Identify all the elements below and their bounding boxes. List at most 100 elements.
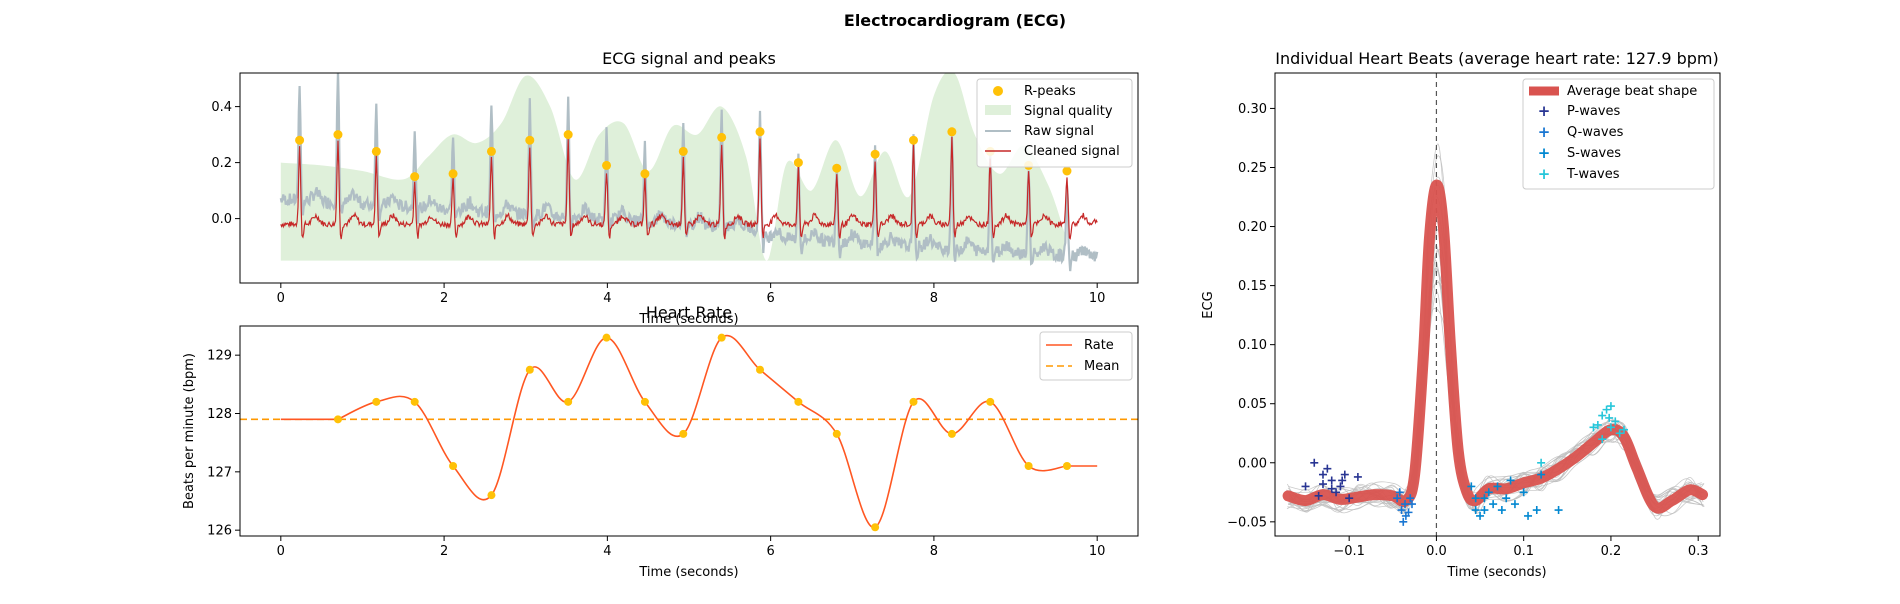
legend-q-label: Q-waves xyxy=(1567,125,1624,140)
beat-y-ticks: −0.05 0.00 0.05 0.10 0.15 0.20 0.25 0.30 xyxy=(1227,102,1275,530)
hr-y-tick-label: 126 xyxy=(207,524,232,539)
s-wave-marker xyxy=(1497,506,1506,515)
rate-point xyxy=(756,365,765,374)
r-peak-point xyxy=(755,127,765,137)
s-wave-marker xyxy=(1524,511,1533,520)
rate-point xyxy=(986,397,995,406)
t-wave-marker xyxy=(1598,411,1607,420)
r-peak-point xyxy=(640,169,650,179)
rate-line xyxy=(280,334,1098,529)
hr-y-tick-label: 128 xyxy=(207,407,232,422)
legend-rpeaks-marker xyxy=(993,86,1003,96)
s-wave-marker xyxy=(1519,488,1528,497)
s-wave-marker xyxy=(1467,482,1476,491)
ecg-y-ticks: 0.0 0.2 0.4 xyxy=(211,100,240,227)
rate-point xyxy=(449,462,458,470)
p-wave-marker xyxy=(1318,480,1327,489)
p-wave-marker xyxy=(1332,488,1341,497)
r-peak-point xyxy=(525,135,535,145)
r-peak-point xyxy=(1062,166,1072,176)
rate-point xyxy=(333,415,342,424)
q-wave-marker xyxy=(1407,500,1416,509)
beat-y-tick-label: 0.15 xyxy=(1238,279,1267,294)
ecg-x-axis-title: Time (seconds) xyxy=(638,312,738,327)
rate-point xyxy=(487,491,496,500)
legend-average-label: Average beat shape xyxy=(1567,84,1697,99)
t-wave-marker xyxy=(1606,423,1615,432)
beat-x-ticks: −0.1 0.0 0.1 0.2 0.3 xyxy=(1333,536,1709,559)
heart-beats-panel: Individual Heart Beats (average heart ra… xyxy=(1201,49,1721,580)
beat-y-tick-label: 0.25 xyxy=(1238,161,1267,176)
hr-x-axis-title: Time (seconds) xyxy=(638,565,738,580)
average-beat-line xyxy=(1282,179,1709,514)
beat-legend-box xyxy=(1522,78,1715,190)
hr-y-tick-label: 129 xyxy=(207,349,232,364)
hr-y-axis-title: Beats per minute (bpm) xyxy=(182,353,197,509)
beat-y-tick-label: 0.00 xyxy=(1238,456,1267,471)
ecg-y-tick-label: 0.2 xyxy=(211,156,232,171)
legend-quality-label: Signal quality xyxy=(1024,104,1113,119)
hr-x-tick-label: 4 xyxy=(603,544,611,559)
p-wave-marker xyxy=(1345,494,1354,503)
t-wave-marker xyxy=(1606,402,1615,411)
q-wave-marker xyxy=(1404,508,1413,517)
heart-rate-panel: Heart Rate 0 2 4 6 8 10 126 127 128 129 Time (se… xyxy=(182,303,1139,580)
ecg-x-tick-label: 0 xyxy=(277,291,285,306)
p-wave-marker xyxy=(1340,470,1349,479)
ecg-signal-panel: ECG signal and peaks 0 2 4 6 8 10 0.0 0.2 0.4 T… xyxy=(211,49,1139,327)
p-wave-marker xyxy=(1314,491,1323,500)
r-peak-point xyxy=(832,163,842,173)
r-peak-point xyxy=(448,169,458,179)
s-wave-marker xyxy=(1510,500,1519,509)
t-wave-marker xyxy=(1602,405,1611,414)
q-wave-marker xyxy=(1401,500,1410,509)
legend-raw-label: Raw signal xyxy=(1024,124,1094,139)
rate-point xyxy=(871,523,880,532)
hr-x-tick-label: 8 xyxy=(930,544,938,559)
r-peak-point xyxy=(717,132,727,142)
beat-x-tick-label: 0.3 xyxy=(1688,544,1709,559)
beat-panel-title: Individual Heart Beats (average heart ra… xyxy=(1275,49,1719,68)
rate-point xyxy=(410,397,419,406)
beat-y-tick-label: 0.20 xyxy=(1238,220,1267,235)
t-wave-markers xyxy=(1537,402,1629,467)
hr-x-tick-label: 2 xyxy=(440,544,448,559)
q-wave-marker xyxy=(1406,494,1415,503)
t-wave-marker xyxy=(1537,458,1546,467)
s-wave-marker xyxy=(1506,476,1515,485)
legend-t-label: T-waves xyxy=(1566,167,1620,182)
beat-y-tick-label: 0.05 xyxy=(1238,397,1267,412)
r-peak-point xyxy=(947,127,957,137)
beat-x-tick-label: 0.2 xyxy=(1601,544,1622,559)
rate-point xyxy=(909,397,918,406)
q-wave-marker xyxy=(1393,494,1402,503)
rate-points xyxy=(333,333,1071,532)
s-wave-marker xyxy=(1493,482,1502,491)
r-peak-point xyxy=(371,146,381,156)
hr-y-ticks: 126 127 128 129 xyxy=(207,349,240,539)
p-wave-marker xyxy=(1327,484,1336,493)
ecg-y-tick-label: 0.0 xyxy=(211,212,232,227)
ecg-x-tick-label: 4 xyxy=(603,291,611,306)
hr-x-tick-label: 6 xyxy=(766,544,774,559)
legend-t-marker: + xyxy=(1538,165,1551,183)
s-wave-marker xyxy=(1502,494,1511,503)
r-peak-point xyxy=(410,172,420,182)
p-wave-marker xyxy=(1353,472,1362,481)
p-wave-marker xyxy=(1338,476,1347,485)
hr-panel-title: Heart Rate xyxy=(646,303,732,322)
rate-point xyxy=(794,397,803,406)
q-wave-marker xyxy=(1397,506,1406,515)
legend-rate-label: Rate xyxy=(1084,338,1114,353)
t-wave-marker xyxy=(1605,413,1614,422)
s-wave-markers xyxy=(1467,470,1563,520)
rate-point xyxy=(679,429,688,438)
rate-point xyxy=(372,397,381,406)
p-wave-markers xyxy=(1301,458,1362,503)
raw-signal-line xyxy=(279,73,1099,272)
rate-point xyxy=(1062,462,1071,470)
rate-point xyxy=(525,365,534,374)
r-peak-point xyxy=(602,160,612,170)
r-peak-point xyxy=(870,149,880,159)
legend-q-marker: + xyxy=(1538,123,1551,141)
